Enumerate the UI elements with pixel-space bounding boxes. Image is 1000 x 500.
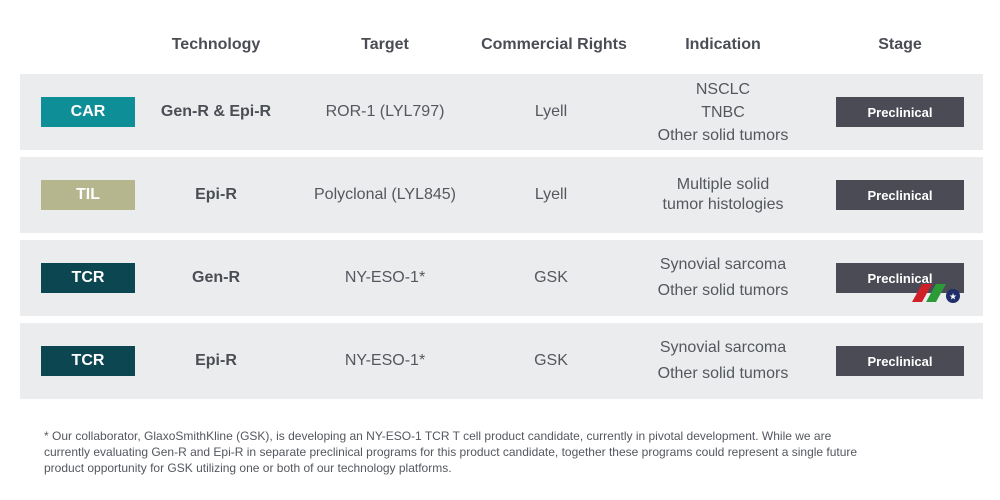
logo-blue-circle (946, 289, 960, 303)
target-cell: ROR-1 (LYL797) (325, 103, 445, 120)
header-indication: Indication (685, 36, 761, 53)
indication-cell: Multiple solid tumor histologies (663, 157, 784, 233)
rights-cell: GSK (534, 269, 568, 286)
indication-line: Other solid tumors (657, 365, 789, 382)
header-stage: Stage (878, 36, 922, 53)
table-header: Technology Target Commercial Rights Indi… (0, 36, 1000, 60)
rights-cell: Lyell (534, 186, 568, 203)
stage-badge: Preclinical (836, 263, 964, 293)
pipeline-row-til: TIL Epi-R Polyclonal (LYL845) Lyell Mult… (20, 157, 983, 233)
technology-cell: Gen-R (192, 269, 240, 286)
header-target: Target (361, 36, 409, 53)
indication-line: TNBC (701, 103, 745, 121)
footnote: * Our collaborator, GlaxoSmithKline (GSK… (44, 429, 858, 475)
indication-line: NSCLC (695, 80, 751, 98)
target-cell: Polyclonal (LYL845) (313, 186, 457, 203)
indication-line: Synovial sarcoma (659, 339, 787, 356)
technology-cell: Epi-R (195, 186, 237, 203)
stage-badge: Preclinical (836, 97, 964, 127)
indication-line: Other solid tumors (657, 126, 789, 144)
logo-red-stripe (912, 284, 932, 302)
header-commercial-rights: Commercial Rights (481, 36, 627, 53)
indication-line: Other solid tumors (657, 282, 789, 299)
stage-badge: Preclinical (836, 346, 964, 376)
indication-line: Multiple solid (676, 176, 770, 193)
watermark-logo-icon: ★ (912, 284, 960, 303)
indication-line: Synovial sarcoma (659, 256, 787, 273)
pipeline-row-car: CAR Gen-R & Epi-R ROR-1 (LYL797) Lyell N… (20, 74, 983, 150)
pipeline-row-tcr-epi-r: TCR Epi-R NY-ESO-1* GSK Synovial sarcoma… (20, 323, 983, 399)
header-technology: Technology (171, 36, 261, 53)
technology-cell: Epi-R (195, 352, 237, 369)
logo-green-stripe (926, 284, 946, 302)
indication-cell: NSCLC TNBC Other solid tumors (658, 74, 789, 150)
target-cell: NY-ESO-1* (344, 352, 426, 369)
indication-line: tumor histologies (662, 196, 784, 213)
target-cell: NY-ESO-1* (344, 269, 426, 286)
platform-tag: TCR (41, 263, 135, 293)
platform-tag: TCR (41, 346, 135, 376)
stage-badge: Preclinical (836, 180, 964, 210)
rights-cell: Lyell (534, 103, 568, 120)
platform-tag: CAR (41, 97, 135, 127)
pipeline-row-tcr-gen-r: TCR Gen-R NY-ESO-1* GSK Synovial sarcoma… (20, 240, 983, 316)
indication-cell: Synovial sarcoma Other solid tumors (658, 240, 789, 316)
logo-star: ★ (949, 293, 957, 303)
indication-cell: Synovial sarcoma Other solid tumors (658, 323, 789, 399)
technology-cell: Gen-R & Epi-R (160, 103, 272, 120)
platform-tag: TIL (41, 180, 135, 210)
rights-cell: GSK (534, 352, 568, 369)
